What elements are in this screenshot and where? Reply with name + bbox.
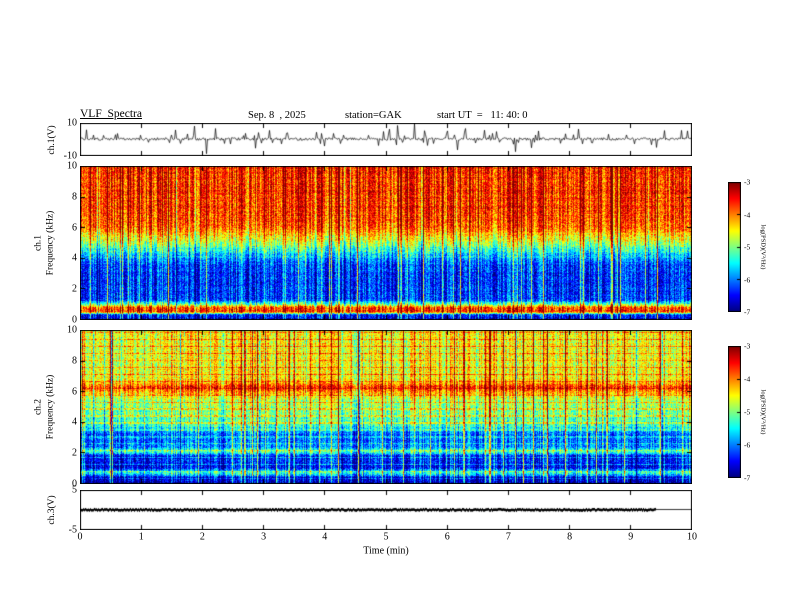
x-tick-label: 3 [261, 531, 267, 543]
y-tick-label: -10 [63, 150, 77, 162]
x-tick-label: 9 [628, 531, 634, 543]
y-tick-label: 2 [72, 283, 77, 295]
ch2-colorbar [728, 346, 741, 478]
x-tick-label: 4 [322, 531, 328, 543]
colorbar-tick-label: -6 [744, 440, 751, 450]
ch3-ylabel: ch.3(V) [46, 495, 57, 525]
ch2-spec-ylabel: ch.2 Frequency (kHz) [33, 374, 56, 440]
colorbar-tick-label: -4 [744, 374, 751, 384]
ch1-colorbar-label: log(PSD)(V²/Hz) [759, 224, 767, 270]
ch1-wave-ylabel: ch.1(V) [46, 125, 57, 155]
station-label: station=GAK [345, 110, 402, 121]
x-tick-label: 6 [444, 531, 450, 543]
x-tick-label: 2 [199, 531, 205, 543]
y-tick-label: 0 [72, 314, 77, 326]
colorbar-tick-label: -4 [744, 210, 751, 219]
start-ut-label: start UT = 11: 40: 0 [437, 110, 528, 121]
ch3-output-plot [80, 490, 692, 530]
y-tick-label: 4 [72, 252, 77, 264]
colorbar-tick-label: -6 [744, 275, 751, 284]
y-tick-label: 0 [72, 478, 77, 490]
x-tick-label: 5 [383, 531, 389, 543]
figure-title: VLF Spectra [80, 108, 142, 120]
y-tick-label: 6 [72, 222, 77, 234]
x-tick-label: 7 [505, 531, 511, 543]
colorbar-tick-label: -3 [744, 341, 751, 351]
x-axis-label: Time (min) [363, 545, 409, 557]
y-tick-label: 8 [72, 191, 77, 203]
x-tick-label: 8 [567, 531, 573, 543]
x-tick-label: 10 [687, 531, 697, 543]
colorbar-tick-label: -7 [744, 307, 751, 317]
ch1-waveform-plot [80, 123, 692, 156]
colorbar-tick-label: -7 [744, 473, 751, 483]
colorbar-tick-label: -5 [744, 407, 751, 417]
y-tick-label: 8 [72, 355, 77, 367]
figure-date: Sep. 8 , 2025 [248, 110, 306, 121]
y-tick-label: 10 [67, 160, 77, 172]
y-tick-label: 10 [67, 324, 77, 336]
colorbar-tick-label: -3 [744, 177, 751, 187]
x-tick-label: 0 [77, 531, 83, 543]
colorbar-tick-label: -5 [744, 242, 751, 252]
ch1-spec-ylabel: ch.1 Frequency (kHz) [33, 210, 56, 276]
y-tick-label: 6 [72, 386, 77, 398]
y-tick-label: 4 [72, 416, 77, 428]
x-tick-label: 1 [138, 531, 144, 543]
y-tick-label: 10 [67, 117, 77, 129]
ch1-colorbar [728, 182, 741, 312]
ch2-spectrogram-plot [80, 330, 692, 484]
y-tick-label: 2 [72, 447, 77, 459]
ch2-colorbar-label: log(PSD)(V²/Hz) [759, 389, 767, 435]
ch1-spectrogram-plot [80, 166, 692, 320]
y-tick-label: 5 [72, 484, 77, 496]
y-tick-label: -5 [68, 524, 77, 536]
